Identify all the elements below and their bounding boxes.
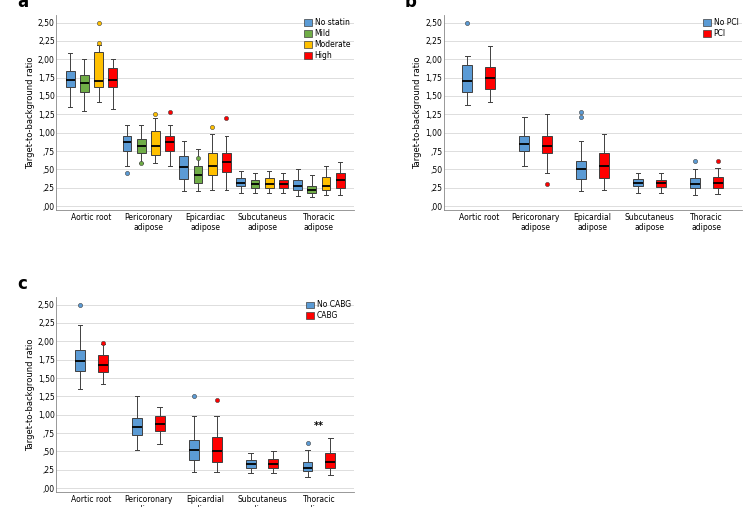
Legend: No CABG, CABG: No CABG, CABG xyxy=(305,299,353,322)
Bar xyxy=(250,180,259,188)
Bar xyxy=(519,136,530,151)
Text: a: a xyxy=(17,0,28,11)
Bar xyxy=(132,418,142,436)
Bar xyxy=(307,186,316,193)
Bar xyxy=(222,153,231,171)
Bar xyxy=(542,136,552,153)
Text: **: ** xyxy=(314,421,324,431)
Legend: No statin, Mild, Moderate, High: No statin, Mild, Moderate, High xyxy=(303,17,353,61)
Bar xyxy=(279,180,288,188)
Bar xyxy=(155,416,165,431)
Bar xyxy=(690,178,700,189)
Bar xyxy=(462,65,473,92)
Y-axis label: Target-to-background ratio: Target-to-background ratio xyxy=(26,338,35,451)
Bar xyxy=(189,441,198,460)
Bar xyxy=(109,68,117,87)
Bar xyxy=(485,66,495,89)
Bar xyxy=(293,180,302,190)
Legend: No PCI, PCI: No PCI, PCI xyxy=(701,17,740,40)
Bar xyxy=(712,177,723,188)
Bar xyxy=(75,350,85,371)
Bar xyxy=(166,136,174,151)
Bar xyxy=(246,460,255,468)
Bar xyxy=(303,462,312,470)
Bar xyxy=(98,354,108,372)
Bar xyxy=(137,138,145,153)
Text: b: b xyxy=(404,0,416,11)
Bar xyxy=(576,161,586,179)
Bar xyxy=(211,437,222,462)
Bar xyxy=(599,153,609,178)
Bar xyxy=(123,136,131,151)
Bar xyxy=(656,179,666,187)
Bar xyxy=(180,156,188,179)
Bar xyxy=(236,178,245,186)
Y-axis label: Target-to-background ratio: Target-to-background ratio xyxy=(26,56,35,169)
Bar xyxy=(336,173,345,188)
Bar xyxy=(208,153,216,175)
Bar xyxy=(264,178,273,188)
Bar xyxy=(80,76,88,92)
Bar xyxy=(151,131,160,155)
Bar xyxy=(325,453,336,467)
Bar xyxy=(321,177,330,190)
Bar xyxy=(94,52,103,87)
Bar xyxy=(66,71,74,87)
Bar xyxy=(633,179,643,186)
Bar xyxy=(194,166,202,183)
Text: c: c xyxy=(17,275,27,294)
Y-axis label: Target-to-background ratio: Target-to-background ratio xyxy=(413,56,422,169)
Bar xyxy=(268,459,279,467)
